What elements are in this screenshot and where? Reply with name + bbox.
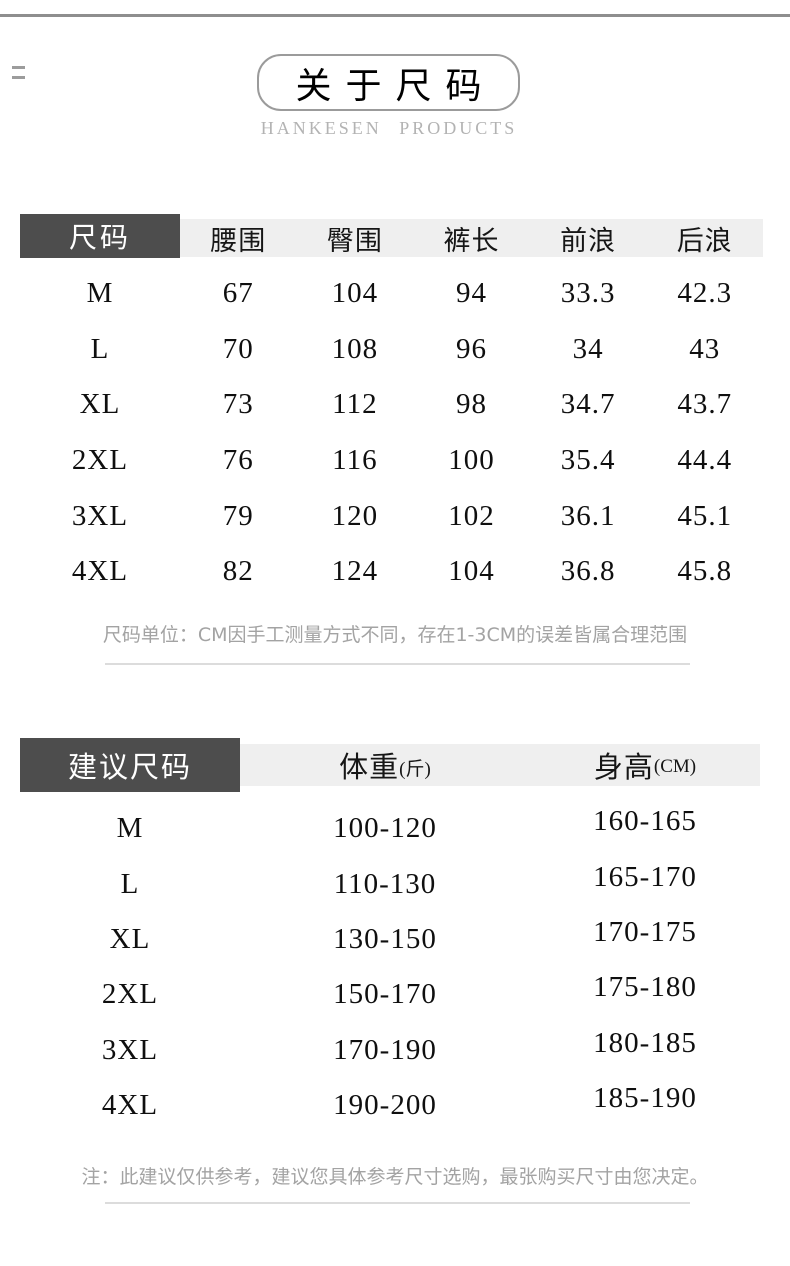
section-title-box: 关于尺码 — [257, 54, 520, 111]
left-dash-top — [12, 66, 25, 69]
back-rise-value: 45.1 — [677, 499, 733, 532]
height-range: 175-180 — [593, 971, 697, 1004]
column-header-weight: 体重 (斤) — [240, 744, 530, 786]
size-label: XL — [79, 388, 121, 421]
table-row: XL 73 112 98 34.7 43.7 — [20, 377, 763, 433]
suggest-table-body: M 100-120 160-165 L 110-130 165-170 XL 1… — [20, 792, 760, 1133]
table-row: M 67 104 94 33.3 42.3 — [20, 266, 763, 322]
weight-header-label: 体重 — [339, 750, 400, 784]
height-range: 165-170 — [593, 860, 697, 893]
hip-value: 120 — [331, 499, 379, 532]
size-suggestion-table: 建议尺码 体重 (斤) 身高 (CM) M 100-120 160-165 L — [20, 738, 760, 1133]
table-row: M 100-120 160-165 — [20, 801, 760, 856]
size-label: L — [90, 332, 110, 365]
height-range: 185-190 — [593, 1082, 697, 1115]
table-row: XL 130-150 170-175 — [20, 912, 760, 967]
column-header-hip: 臀围 — [326, 226, 383, 257]
waist-value: 76 — [222, 444, 254, 477]
hip-value: 104 — [331, 277, 379, 310]
weight-range: 100-120 — [333, 812, 437, 845]
column-header-back-rise: 后浪 — [676, 226, 733, 257]
size-label: M — [116, 812, 144, 845]
size-label: L — [120, 867, 140, 900]
back-rise-value: 43.7 — [677, 388, 733, 421]
size-label: M — [86, 277, 114, 310]
pant-length-value: 94 — [455, 277, 487, 310]
size-label: 4XL — [71, 555, 129, 588]
table-row: 4XL 82 124 104 36.8 45.8 — [20, 544, 763, 600]
size-label: XL — [109, 922, 151, 955]
hip-value: 124 — [331, 555, 379, 588]
pant-length-value: 98 — [455, 388, 487, 421]
front-rise-value: 35.4 — [560, 444, 616, 477]
weight-range: 150-170 — [333, 978, 437, 1011]
weight-header-unit: (斤) — [399, 758, 431, 780]
back-rise-value: 43 — [689, 332, 721, 365]
back-rise-value: 44.4 — [677, 444, 733, 477]
measurement-unit-note: 尺码单位：CM因手工测量方式不同，存在1-3CM的误差皆属合理范围 — [102, 624, 688, 646]
suggest-table-header-row: 建议尺码 体重 (斤) 身高 (CM) — [20, 738, 760, 792]
pant-length-value: 100 — [448, 444, 495, 477]
column-header-waist: 腰围 — [210, 226, 267, 257]
table-row: L 70 108 96 34 43 — [20, 322, 763, 378]
table-row: 2XL 150-170 175-180 — [20, 967, 760, 1022]
height-range: 160-165 — [593, 805, 697, 838]
column-header-pant-length: 裤长 — [443, 226, 500, 257]
front-rise-value: 33.3 — [560, 277, 616, 310]
back-rise-value: 42.3 — [677, 277, 733, 310]
waist-value: 67 — [222, 277, 254, 310]
table-row: L 110-130 165-170 — [20, 856, 760, 911]
waist-value: 82 — [222, 555, 254, 588]
brand-text: HANKESEN PRODUCTS — [260, 118, 518, 138]
hip-value: 112 — [332, 388, 378, 421]
top-divider-line — [0, 14, 790, 17]
table-row: 4XL 190-200 185-190 — [20, 1078, 760, 1133]
pant-length-value: 104 — [448, 555, 495, 588]
weight-range: 190-200 — [333, 1089, 437, 1122]
waist-value: 79 — [222, 499, 254, 532]
waist-value: 73 — [222, 388, 254, 421]
size-table-body: M 67 104 94 33.3 42.3 L 70 108 96 34 43 … — [20, 258, 763, 600]
size-table-header-size: 尺码 — [20, 214, 180, 258]
waist-value: 70 — [222, 332, 254, 365]
size-label: 3XL — [71, 499, 129, 532]
front-rise-value: 34 — [572, 332, 604, 365]
size-table-header-row: 尺码 腰围 臀围 裤长 前浪 后浪 — [20, 214, 763, 258]
weight-range: 110-130 — [333, 867, 437, 900]
suggest-table-header-size: 建议尺码 — [20, 738, 240, 792]
back-rise-value: 45.8 — [677, 555, 733, 588]
size-label: 4XL — [101, 1089, 159, 1122]
size-label: 2XL — [101, 978, 159, 1011]
section-title: 关于尺码 — [295, 65, 496, 106]
size-label: 3XL — [101, 1033, 159, 1066]
pant-length-value: 96 — [455, 332, 487, 365]
height-range: 170-175 — [593, 915, 697, 948]
front-rise-value: 36.1 — [560, 499, 616, 532]
column-header-front-rise: 前浪 — [560, 226, 617, 257]
pant-length-value: 102 — [448, 499, 495, 532]
weight-range: 130-150 — [333, 922, 437, 955]
bottom-divider-line — [105, 1202, 690, 1204]
section-divider-line — [105, 663, 690, 665]
weight-range: 170-190 — [333, 1033, 437, 1066]
table-row: 3XL 170-190 180-185 — [20, 1023, 760, 1078]
front-rise-value: 34.7 — [560, 388, 616, 421]
table-row: 3XL 79 120 102 36.1 45.1 — [20, 488, 763, 544]
column-header-height: 身高 (CM) — [530, 744, 760, 786]
hip-value: 116 — [332, 444, 378, 477]
size-label: 2XL — [71, 444, 129, 477]
suggest-table-header-strip: 体重 (斤) 身高 (CM) — [240, 744, 760, 786]
height-header-label: 身高 — [593, 750, 654, 784]
suggestion-disclaimer-note: 注：此建议仅供参考，建议您具体参考尺寸选购，最张购买尺寸由您决定。 — [81, 1166, 709, 1188]
size-table-header-strip: 腰围 臀围 裤长 前浪 后浪 — [180, 219, 763, 257]
height-header-unit: (CM) — [653, 756, 697, 777]
table-row: 2XL 76 116 100 35.4 44.4 — [20, 433, 763, 489]
height-range: 180-185 — [593, 1026, 697, 1059]
hip-value: 108 — [331, 332, 379, 365]
size-measurements-table: 尺码 腰围 臀围 裤长 前浪 后浪 M 67 104 94 33.3 42.3 … — [20, 214, 763, 600]
left-dash-bottom — [12, 76, 25, 79]
front-rise-value: 36.8 — [560, 555, 616, 588]
